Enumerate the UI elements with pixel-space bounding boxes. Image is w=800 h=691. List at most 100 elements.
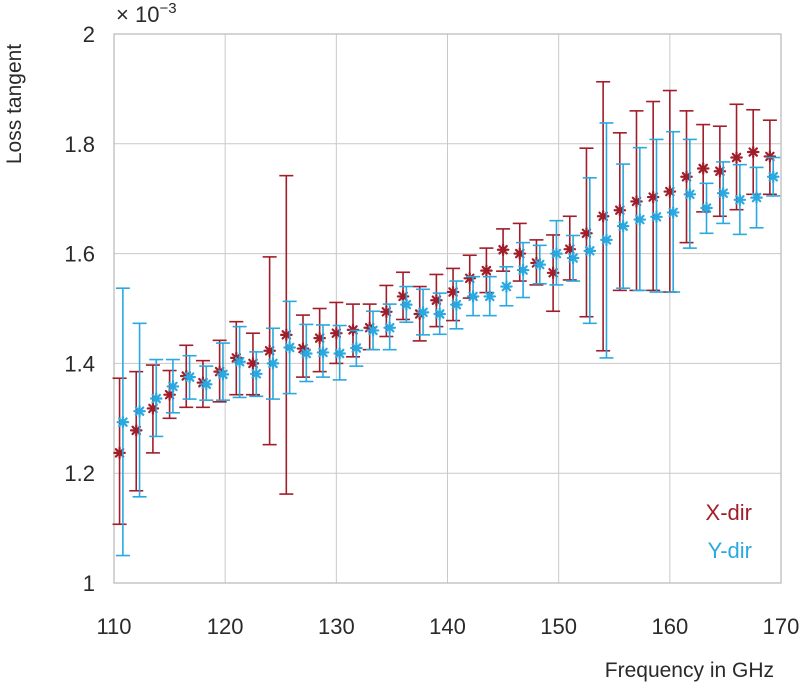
marker-stroke	[615, 205, 625, 216]
data-point	[283, 341, 296, 354]
data-point	[733, 193, 747, 207]
marker-stroke	[618, 221, 628, 231]
data-point	[513, 247, 527, 260]
data-series	[112, 80, 781, 557]
marker-stroke	[248, 358, 258, 369]
data-point	[316, 346, 330, 359]
x-tick-label: 170	[763, 614, 800, 639]
x-axis-label: Frequency in GHz	[605, 659, 774, 682]
marker-stroke	[398, 291, 408, 302]
marker-stroke	[168, 381, 178, 392]
marker-stroke	[581, 228, 592, 239]
y-multiplier-base: × 10	[116, 2, 159, 27]
marker-stroke	[468, 291, 478, 302]
marker-stroke	[451, 299, 462, 310]
marker-stroke	[314, 333, 325, 343]
data-point	[216, 368, 230, 381]
data-point	[716, 186, 730, 200]
marker-stroke	[151, 393, 162, 404]
marker-stroke	[184, 372, 195, 382]
marker-stroke	[418, 307, 428, 318]
y-tick-label: 1.2	[64, 461, 95, 486]
data-point	[466, 290, 480, 303]
data-point	[600, 233, 613, 247]
marker-stroke	[551, 248, 562, 259]
marker-stroke	[651, 212, 662, 222]
data-point	[366, 324, 380, 337]
data-point	[116, 415, 130, 429]
marker-stroke	[318, 347, 328, 358]
marker-stroke	[665, 186, 675, 197]
data-point	[133, 404, 146, 418]
y-tick-label: 1.8	[64, 132, 95, 157]
marker-stroke	[384, 322, 395, 333]
data-point	[383, 321, 396, 335]
marker-stroke	[748, 147, 758, 157]
data-point	[233, 355, 246, 369]
marker-stroke	[501, 281, 512, 292]
data-point	[480, 264, 493, 277]
marker-stroke	[268, 358, 278, 369]
marker-stroke	[534, 259, 545, 270]
marker-stroke	[264, 345, 275, 356]
marker-stroke	[201, 379, 212, 390]
series-y-dir	[115, 122, 781, 557]
marker-stroke	[464, 273, 475, 284]
marker-stroke	[284, 342, 295, 353]
marker-stroke	[631, 196, 642, 207]
marker-stroke	[218, 369, 228, 380]
x-tick-label: 150	[540, 614, 577, 639]
marker-stroke	[698, 163, 708, 174]
x-tick-label: 120	[207, 614, 244, 639]
x-tick-label: 110	[96, 614, 131, 639]
marker-stroke	[131, 425, 142, 436]
data-point	[633, 213, 647, 226]
marker-stroke	[401, 299, 412, 310]
data-point	[730, 151, 743, 164]
data-point	[183, 370, 196, 384]
data-point	[300, 347, 313, 360]
marker-stroke	[601, 235, 612, 245]
marker-stroke	[298, 343, 308, 354]
marker-stroke	[114, 448, 125, 458]
data-point	[766, 170, 780, 184]
marker-stroke	[514, 248, 525, 259]
y-tick-label: 1	[83, 571, 95, 596]
y-tick-label: 1.6	[64, 242, 95, 267]
data-point	[263, 344, 276, 358]
data-point	[516, 263, 530, 277]
data-point	[500, 280, 513, 293]
data-point	[333, 347, 346, 360]
marker-stroke	[765, 151, 775, 162]
x-tick-label: 140	[429, 614, 466, 639]
marker-stroke	[715, 166, 725, 177]
data-point	[350, 341, 363, 355]
marker-stroke	[548, 268, 558, 278]
data-point	[630, 195, 643, 208]
marker-stroke	[381, 307, 392, 317]
data-point	[696, 162, 710, 175]
marker-stroke	[481, 265, 492, 276]
marker-stroke	[118, 417, 128, 427]
data-point	[496, 243, 510, 257]
marker-stroke	[498, 244, 508, 255]
y-axis-label: Loss tangent	[3, 44, 26, 164]
marker-stroke	[731, 152, 742, 163]
data-point	[616, 219, 630, 233]
marker-stroke	[768, 171, 778, 182]
data-point	[483, 290, 497, 303]
marker-stroke	[681, 171, 692, 182]
marker-stroke	[518, 265, 528, 275]
data-point	[746, 145, 760, 159]
marker-stroke	[301, 348, 312, 359]
data-point	[166, 380, 180, 393]
marker-stroke	[431, 295, 442, 306]
marker-stroke	[701, 203, 712, 213]
marker-stroke	[484, 291, 495, 302]
x-axis-ticks: 110 120 130 140 150 160 170	[96, 614, 799, 639]
y-tick-label: 2	[83, 22, 95, 47]
marker-stroke	[448, 287, 458, 297]
